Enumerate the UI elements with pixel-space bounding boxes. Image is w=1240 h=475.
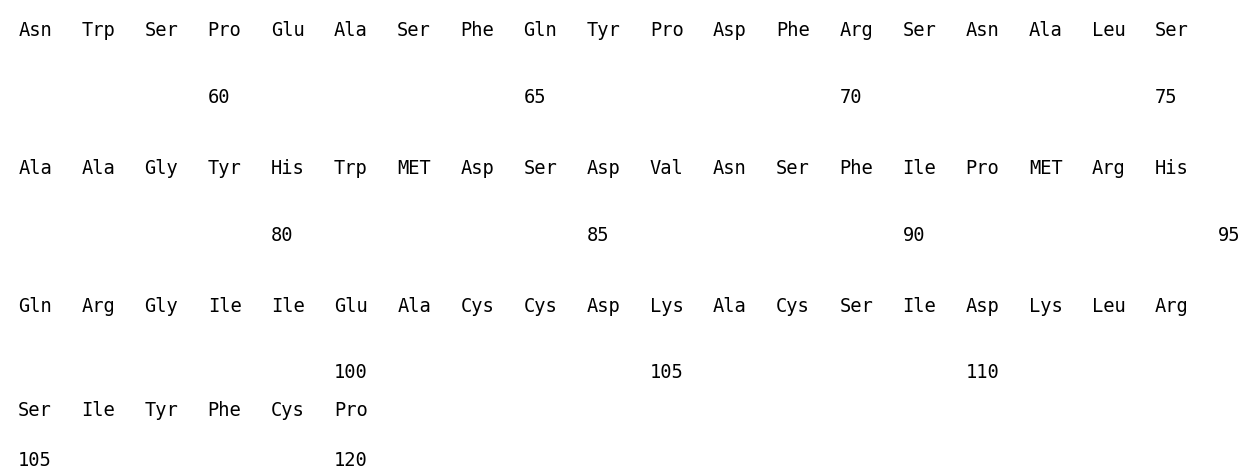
Text: 110: 110 — [966, 363, 999, 382]
Text: 70: 70 — [839, 88, 862, 107]
Text: Tyr: Tyr — [587, 21, 620, 40]
Text: Cys: Cys — [523, 297, 557, 316]
Text: Trp: Trp — [82, 21, 115, 40]
Text: Ser: Ser — [1156, 21, 1189, 40]
Text: Ala: Ala — [1029, 21, 1063, 40]
Text: Leu: Leu — [1092, 21, 1126, 40]
Text: His: His — [270, 159, 305, 178]
Text: Ser: Ser — [19, 401, 52, 420]
Text: Asn: Asn — [19, 21, 52, 40]
Text: Asp: Asp — [713, 21, 746, 40]
Text: Ala: Ala — [397, 297, 432, 316]
Text: Pro: Pro — [966, 159, 999, 178]
Text: Ala: Ala — [713, 297, 746, 316]
Text: Ile: Ile — [82, 401, 115, 420]
Text: Asp: Asp — [966, 297, 999, 316]
Text: 80: 80 — [270, 226, 294, 245]
Text: Val: Val — [650, 159, 683, 178]
Text: Asp: Asp — [460, 159, 494, 178]
Text: His: His — [1156, 159, 1189, 178]
Text: Glu: Glu — [334, 297, 368, 316]
Text: Glu: Glu — [270, 21, 305, 40]
Text: MET: MET — [397, 159, 432, 178]
Text: 60: 60 — [207, 88, 231, 107]
Text: Gln: Gln — [19, 297, 52, 316]
Text: 65: 65 — [523, 88, 546, 107]
Text: Asp: Asp — [587, 159, 620, 178]
Text: Pro: Pro — [650, 21, 683, 40]
Text: Ser: Ser — [523, 159, 557, 178]
Text: 75: 75 — [1156, 88, 1178, 107]
Text: Pro: Pro — [207, 21, 242, 40]
Text: Ser: Ser — [839, 297, 873, 316]
Text: Gln: Gln — [523, 21, 557, 40]
Text: Trp: Trp — [334, 159, 368, 178]
Text: Ile: Ile — [207, 297, 242, 316]
Text: Cys: Cys — [776, 297, 810, 316]
Text: Asp: Asp — [587, 297, 620, 316]
Text: Phe: Phe — [460, 21, 494, 40]
Text: Ala: Ala — [19, 159, 52, 178]
Text: Pro: Pro — [334, 401, 368, 420]
Text: Cys: Cys — [460, 297, 494, 316]
Text: 90: 90 — [903, 226, 925, 245]
Text: 85: 85 — [587, 226, 609, 245]
Text: Cys: Cys — [270, 401, 305, 420]
Text: Arg: Arg — [1156, 297, 1189, 316]
Text: Ile: Ile — [903, 159, 936, 178]
Text: 105: 105 — [650, 363, 683, 382]
Text: 100: 100 — [334, 363, 368, 382]
Text: Ser: Ser — [903, 21, 936, 40]
Text: 120: 120 — [334, 451, 368, 470]
Text: Phe: Phe — [839, 159, 873, 178]
Text: Lys: Lys — [1029, 297, 1063, 316]
Text: 95: 95 — [1218, 226, 1240, 245]
Text: Ile: Ile — [903, 297, 936, 316]
Text: Ser: Ser — [145, 21, 179, 40]
Text: Phe: Phe — [776, 21, 810, 40]
Text: 105: 105 — [19, 451, 52, 470]
Text: Ser: Ser — [397, 21, 432, 40]
Text: Asn: Asn — [713, 159, 746, 178]
Text: Phe: Phe — [207, 401, 242, 420]
Text: Gly: Gly — [145, 297, 179, 316]
Text: Arg: Arg — [82, 297, 115, 316]
Text: Arg: Arg — [839, 21, 873, 40]
Text: Ala: Ala — [82, 159, 115, 178]
Text: Lys: Lys — [650, 297, 683, 316]
Text: Arg: Arg — [1092, 159, 1126, 178]
Text: Tyr: Tyr — [145, 401, 179, 420]
Text: Tyr: Tyr — [207, 159, 242, 178]
Text: Gly: Gly — [145, 159, 179, 178]
Text: Ile: Ile — [270, 297, 305, 316]
Text: Ser: Ser — [776, 159, 810, 178]
Text: Ala: Ala — [334, 21, 368, 40]
Text: MET: MET — [1029, 159, 1063, 178]
Text: Leu: Leu — [1092, 297, 1126, 316]
Text: Asn: Asn — [966, 21, 999, 40]
